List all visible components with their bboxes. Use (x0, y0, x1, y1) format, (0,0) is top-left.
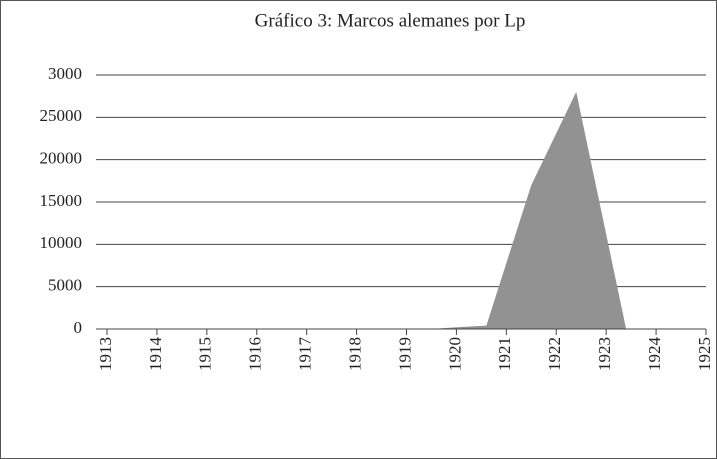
x-tick-label: 1916 (246, 337, 265, 371)
x-tick-label: 1921 (495, 337, 514, 371)
x-tick-label: 1919 (395, 337, 414, 371)
y-tick-label: 25000 (40, 106, 83, 125)
x-tick-label: 1917 (296, 337, 315, 372)
x-tick-label: 1920 (445, 337, 464, 371)
x-tick-label: 1924 (645, 337, 664, 372)
x-tick-label: 1918 (345, 337, 364, 371)
x-tick-label: 1923 (595, 337, 614, 371)
chart-title: Gráfico 3: Marcos alemanes por Lp (255, 10, 526, 31)
x-tick-label: 1913 (96, 337, 115, 371)
y-tick-label: 3000 (48, 64, 82, 83)
x-tick-label: 1914 (146, 337, 165, 372)
y-tick-label: 10000 (40, 233, 83, 252)
x-tick-label: 1922 (545, 337, 564, 371)
y-tick-label: 5000 (48, 276, 82, 295)
y-tick-label: 20000 (40, 149, 83, 168)
x-tick-label: 1915 (196, 337, 215, 371)
area (431, 91, 627, 329)
x-tick-label: 1925 (695, 337, 714, 371)
y-tick-label: 0 (74, 318, 83, 337)
y-tick-label: 15000 (40, 191, 83, 210)
